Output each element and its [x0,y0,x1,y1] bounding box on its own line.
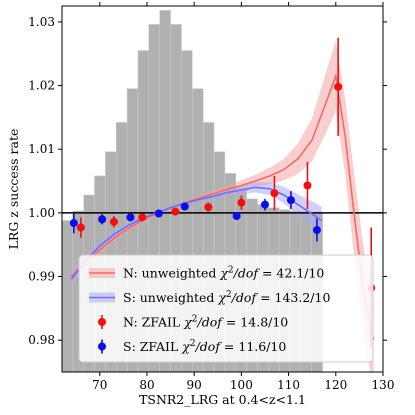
top-axis-ticks [99,2,384,6]
data-point-n-zfail [204,203,213,212]
data-point-s-zfail [180,202,189,211]
data-point-s-zfail [286,196,295,205]
y-tick-label: 0.98 [28,333,55,347]
data-point-s-zfail [98,215,107,224]
legend-handle-marker [98,342,106,351]
x-tick-label: 120 [324,378,347,392]
data-point-n-zfail [303,181,312,190]
y-tick-label: 0.99 [28,270,55,284]
data-point-n-zfail [334,82,343,91]
x-axis: 70 80 90 100 110 120 130 [92,372,394,392]
y-tick-label: 1.03 [28,15,55,29]
x-tick-label: 130 [372,378,395,392]
y-axis-title: LRG z success rate [6,129,21,250]
series-line-s-unweighted [70,186,323,280]
plot-frame [61,5,384,373]
histogram-bar [62,220,74,372]
data-point-n-zfail [138,213,147,222]
data-point-s-zfail [260,200,269,209]
data-point-n-zfail [270,189,279,198]
data-point-s-zfail [69,219,78,228]
data-point-s-zfail [154,209,163,218]
legend-label: S: ZFAIL χ2/dof = 11.6/10 [123,339,286,354]
data-point-s-zfail [232,212,241,221]
right-axis-ticks [383,21,387,341]
data-point-n-zfail [109,217,118,226]
y-tick-label: 1.02 [28,79,55,93]
legend-box [78,254,374,363]
y-tick-label: 1.01 [28,142,55,156]
y-axis: 0.98 0.99 1.00 1.01 1.02 1.03 [28,15,62,347]
x-axis-title: TSNR2_LRG at 0.4<z<1.1 [139,392,306,407]
legend-label: N: unweighted χ2/dof = 42.1/10 [123,266,324,281]
y-tick-label: 1.00 [28,206,55,220]
x-tick-label: 90 [187,378,202,392]
legend-label: N: ZFAIL χ2/dof = 14.8/10 [123,315,288,330]
data-point-n-zfail [237,198,246,207]
x-tick-label: 110 [277,378,300,392]
legend-label: S: unweighted χ2/dof = 143.2/10 [123,290,330,305]
x-tick-label: 100 [230,378,253,392]
data-point-n-zfail [76,223,85,232]
data-point-n-zfail [171,207,180,216]
data-point-s-zfail [312,226,321,235]
data-point-s-zfail [126,213,135,222]
x-tick-label: 80 [139,378,154,392]
legend: N: unweighted χ2/dof = 42.1/10 S: unweigh… [78,254,374,363]
x-tick-label: 70 [92,378,107,392]
legend-handle-marker [98,318,106,326]
